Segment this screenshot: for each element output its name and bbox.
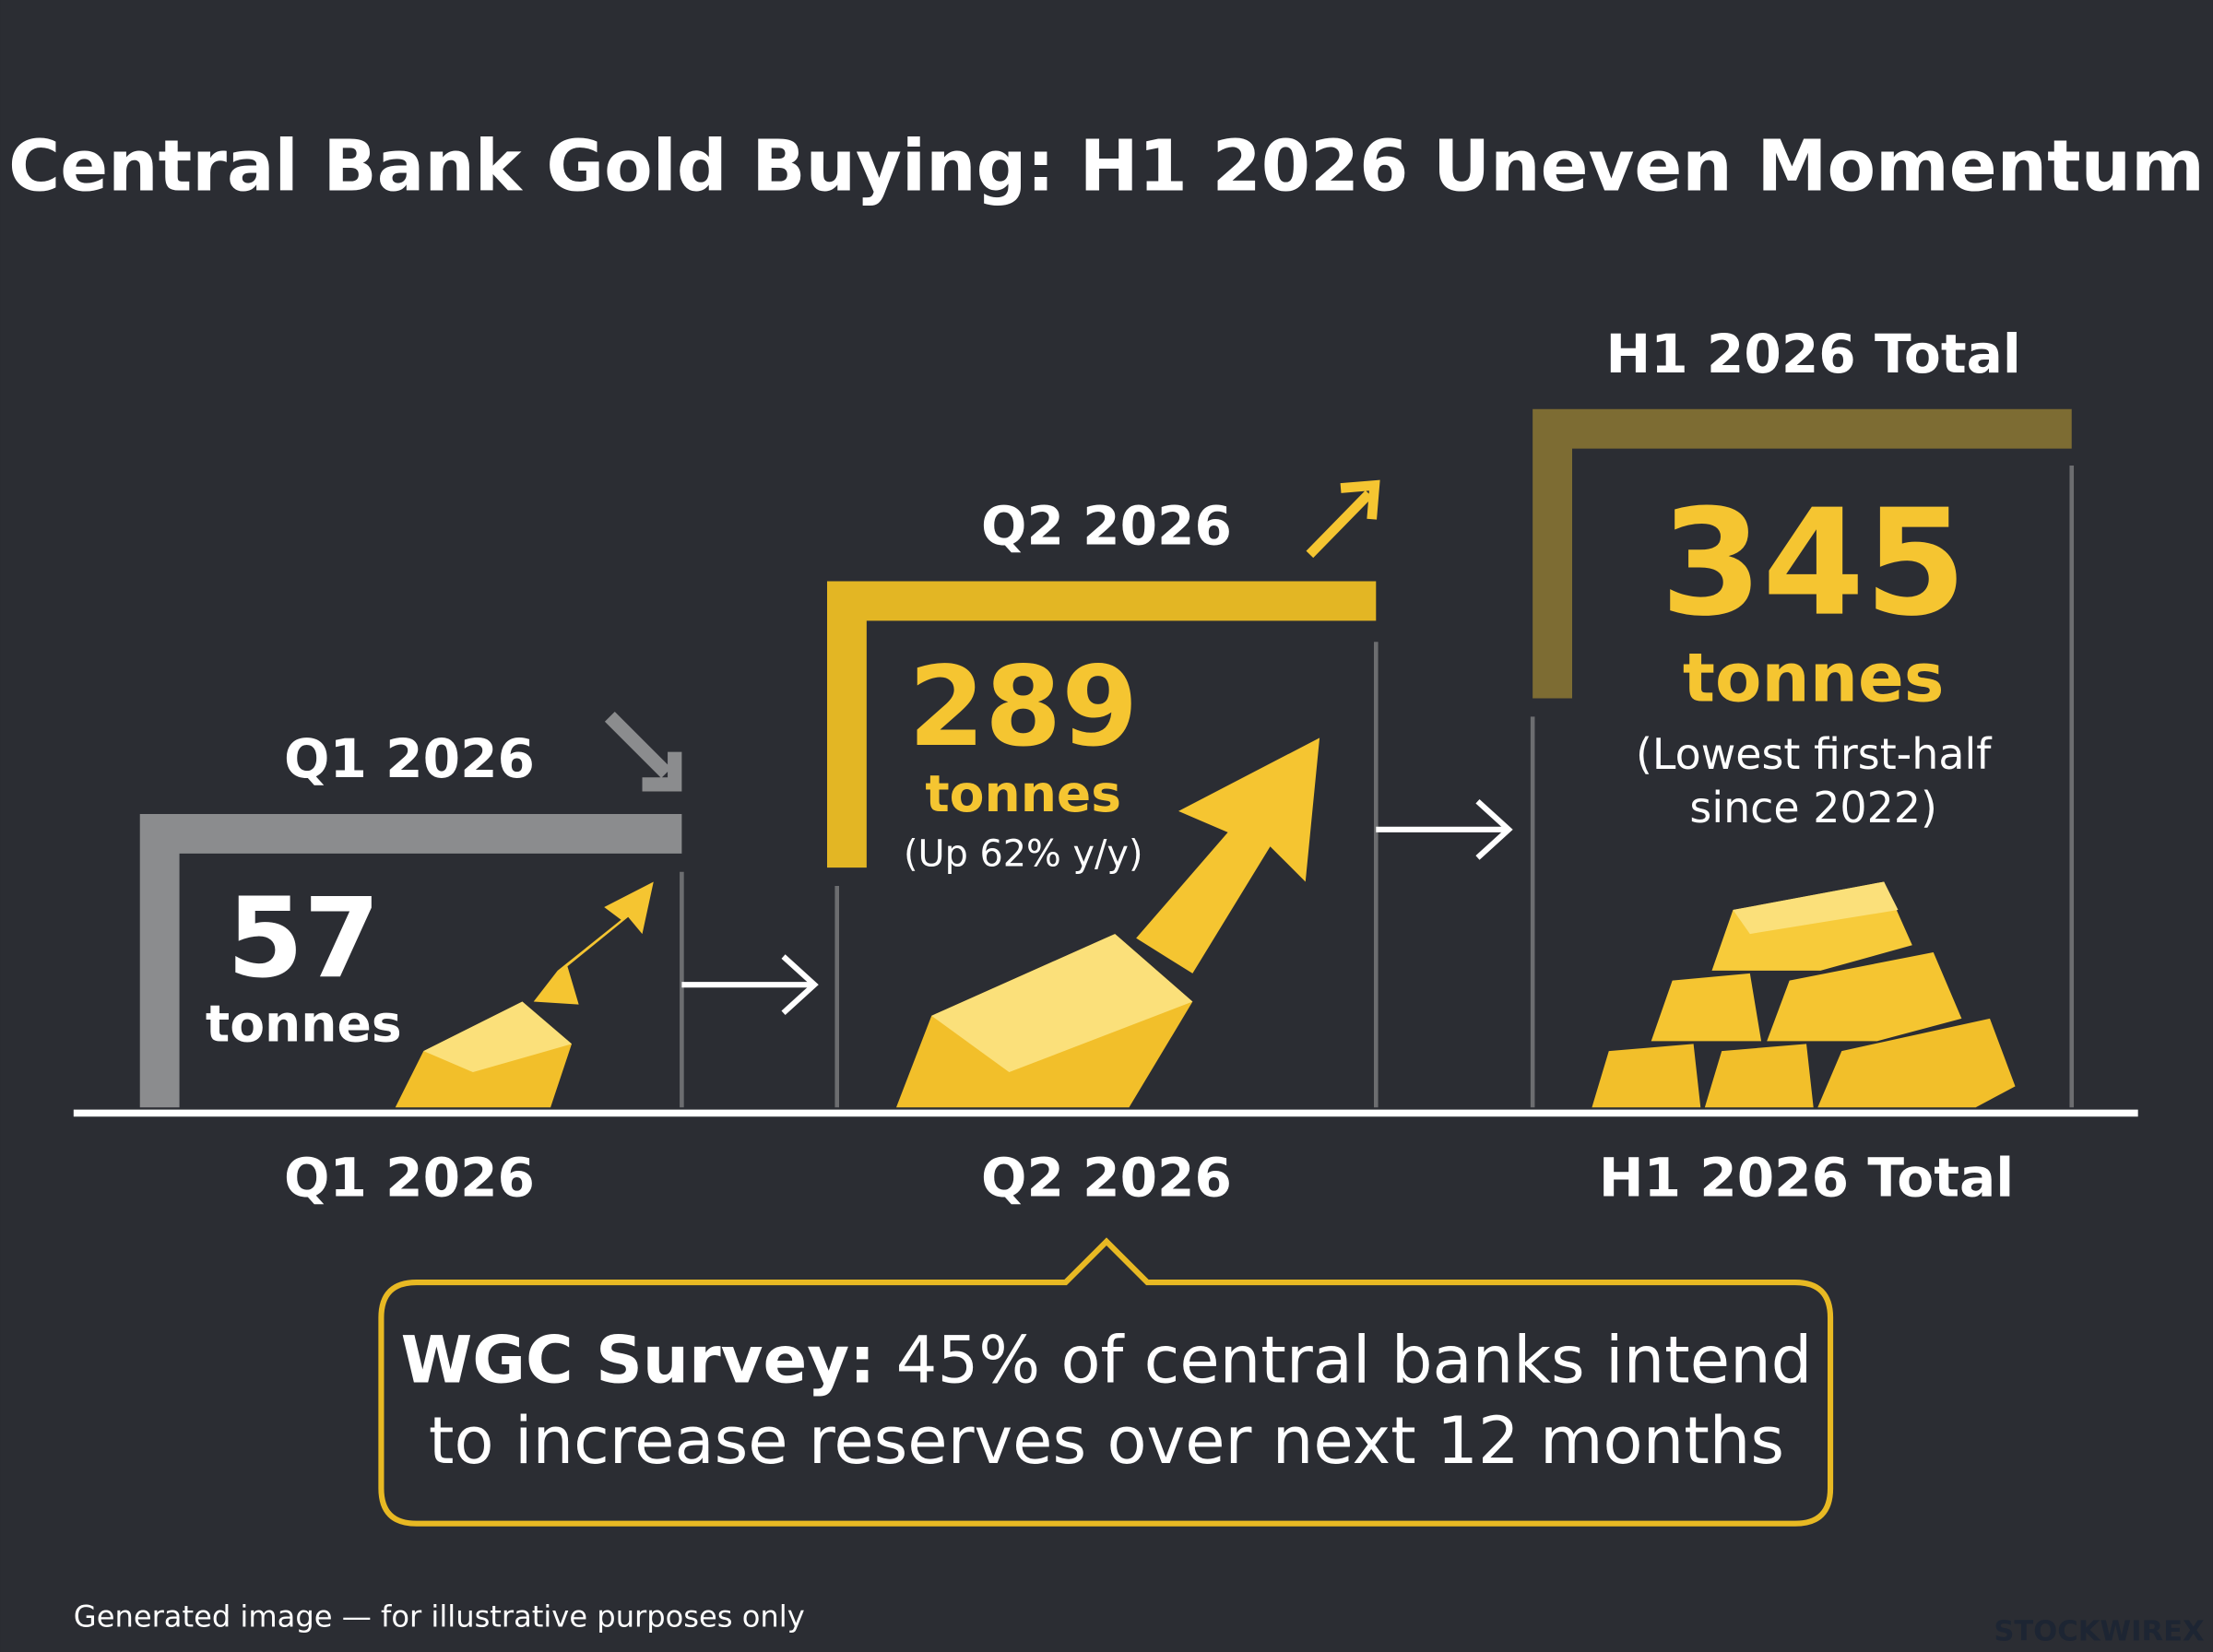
q2-bracket bbox=[826, 581, 1377, 868]
gold-bar bbox=[1817, 1018, 2016, 1108]
h1-bracket bbox=[1533, 408, 2072, 699]
callout-line: to increase reserves over next 12 months bbox=[429, 1403, 1784, 1479]
h1-value: 345 bbox=[1661, 478, 1967, 649]
callout-bold: WGC Survey: bbox=[401, 1323, 876, 1398]
q2-label: Q2 2026 bbox=[981, 495, 1232, 558]
q2-note: (Up 62% y/y) bbox=[904, 833, 1143, 876]
q1-gold-arrow bbox=[533, 881, 654, 1005]
q1-label: Q1 2026 bbox=[284, 727, 535, 790]
q1-bracket bbox=[139, 813, 682, 1108]
footer: Generated image — for illustrative purpo… bbox=[74, 1599, 805, 1634]
q2-gold-arrow bbox=[1136, 738, 1320, 974]
h1-note: since 2022) bbox=[1689, 783, 1937, 832]
gold-bar-top bbox=[1733, 881, 1899, 935]
q1-gold-bar-top bbox=[423, 1001, 573, 1073]
gold-bar bbox=[1651, 973, 1762, 1042]
arrow-head bbox=[781, 954, 819, 1016]
callout-text: 45% of central banks intend bbox=[896, 1323, 1813, 1398]
q2-value: 289 bbox=[908, 643, 1138, 772]
gold-bar bbox=[1592, 1044, 1701, 1108]
q1-value: 57 bbox=[227, 875, 380, 1003]
q1-down-arrow bbox=[604, 711, 682, 792]
h1-unit: tonnes bbox=[1683, 640, 1945, 718]
q2-up-arrow bbox=[1306, 479, 1380, 559]
gold-stack bbox=[1592, 881, 2016, 1108]
gold-bar bbox=[1767, 951, 1962, 1042]
gold-bar bbox=[1704, 1044, 1814, 1108]
h1-label: H1 2026 Total bbox=[1606, 323, 2021, 385]
axis-label: Q1 2026 bbox=[284, 1147, 535, 1210]
brand: STOCKWIREX bbox=[1994, 1616, 2204, 1648]
title: Central Bank Gold Buying: H1 2026 Uneven… bbox=[8, 126, 2205, 208]
h1-note: (Lowest first-half bbox=[1636, 729, 1993, 779]
q1-unit: tonnes bbox=[206, 994, 402, 1053]
q2-gold-bar-top bbox=[931, 934, 1193, 1073]
q2-unit: tonnes bbox=[925, 764, 1121, 823]
arrow-head bbox=[1475, 798, 1513, 860]
callout-line: WGC Survey: 45% of central banks intend bbox=[401, 1323, 1813, 1398]
axis-label: H1 2026 Total bbox=[1599, 1147, 2014, 1210]
axis-label: Q2 2026 bbox=[981, 1147, 1232, 1210]
callout-box bbox=[378, 1237, 1834, 1527]
